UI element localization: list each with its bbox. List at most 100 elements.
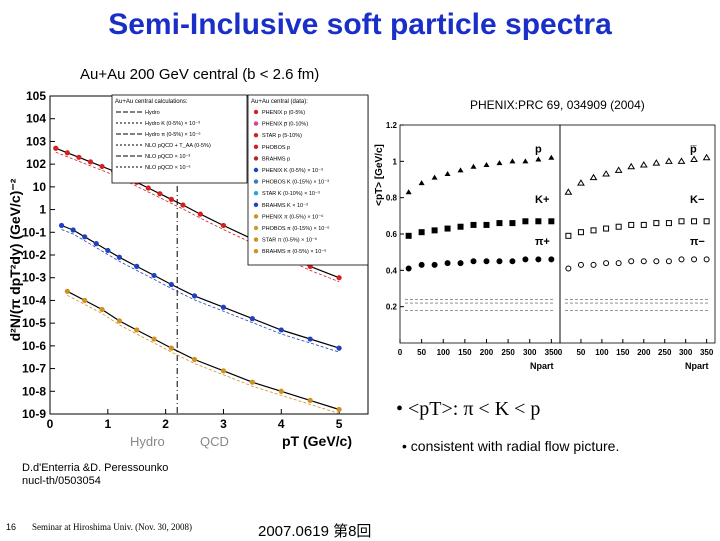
pion-point [615,260,622,267]
pion-point [565,265,572,272]
pion-point [691,256,698,263]
y-tick-label: 10 [33,180,47,194]
legend-marker [253,202,259,207]
x-tick-label: 0 [558,348,563,357]
data-point [82,297,88,304]
data-point [168,196,175,202]
legend-item: PHENIX π (0-5%) × 10⁻⁶ [262,213,323,220]
kaon-point [703,218,710,225]
proton-point [677,157,686,164]
pion-point [483,258,490,265]
data-point [116,318,122,324]
species-label: K− [690,194,704,206]
pion-point [665,258,672,265]
data-point [180,202,186,208]
x-axis-label: Npart [685,361,709,371]
legend-marker [253,121,259,126]
pion-point [509,258,516,265]
kaon-point [444,225,451,232]
data-point [87,159,94,165]
qcd-label: QCD [200,434,229,449]
kaon-point [678,218,685,225]
footnote-citation: D.d'Enterria &D. Peressounko nucl-th/050… [22,462,168,488]
proton-point [652,159,661,166]
pion-point [418,261,425,268]
legend-item: PHENIX p̅ (0-10%) [262,122,308,128]
legend-marker [253,156,259,161]
species-label: π+ [535,236,550,248]
legend-item: PHENIX p (0-5%) [262,110,305,116]
legend-marker [253,237,259,242]
data-point [168,281,175,288]
kaon-point [431,227,438,234]
pion-point [628,258,635,265]
mean-pt-chart: 0 50 100 150 200 250 300 350 Npart p K+ π+ 0 50 100 150… [374,121,716,371]
slide-title: Semi-Inclusive soft particle spectra [108,8,612,41]
legend-item: BRAHMS p [262,156,290,162]
proton-point [535,156,542,162]
legend-item: Hydro π (0-5%) × 10⁻⁶ [145,131,201,138]
proton-point [431,174,438,180]
x-tick-label: 0 [398,348,403,357]
proton-point [509,158,516,164]
pion-point [470,258,477,265]
pion-point [535,256,542,263]
proton-point [602,170,610,177]
legend-item: NLO pQCD + T_AA (0-5%) [145,143,211,149]
legend-item: PHOBOS π (0-15%) × 10⁻⁶ [262,225,330,232]
data-point [70,227,76,233]
x-tick-label: 250 [501,348,515,357]
proton-point [470,163,477,169]
y-tick-label: 102 [26,157,46,171]
data-point [99,306,105,313]
kaon-point [418,229,425,236]
pion-point [522,256,529,263]
y-tick-label: 104 [26,112,46,126]
legend-item: PHOBOS p [262,145,290,151]
y-tick-label: 10-2 [22,248,46,262]
legend-item: STAR K (0-10%) × 10⁻³ [262,191,320,197]
legend-item: PHENIX K (0-5%) × 10⁻³ [262,168,323,174]
slide-subtitle: Au+Au 200 GeV central (b < 2.6 fm) [80,66,320,83]
y-axis-label: <pT> [GeV/c] [374,144,385,206]
kaon-point [691,218,698,225]
pion-point [603,260,610,267]
data-point [307,336,313,342]
x-tick-label: 1 [104,417,111,431]
spectra-chart: 10510410310210110-110-210-310-410-510-61… [7,90,369,449]
data-point [58,222,65,229]
y-tick-label: 1 [393,157,398,166]
data-point [145,185,151,191]
y-tick-label: 105 [26,90,46,103]
pion-point [496,258,503,265]
proton-point [627,162,636,170]
legend-marker [253,179,259,184]
y-tick-label: 0.4 [386,266,398,275]
y-tick-label: 0.6 [386,230,398,239]
legend-item: BRAHMS K × 10⁻³ [262,203,308,209]
data-point [53,145,59,151]
proton-point [405,189,412,195]
footnote-authors: D.d'Enterria &D. Peressounko [22,462,169,474]
legend-marker [253,249,259,254]
proton-point [639,160,648,168]
seminar-label: Seminar at Hiroshima Univ. (Nov. 30, 200… [32,522,193,532]
legend-item: STAR p (5-10%) [262,133,302,139]
legend-item: BRAHMS π (0-5%) × 10⁻⁶ [262,248,326,255]
y-tick-label: 10-7 [22,362,46,376]
kaon-point [548,218,555,225]
kaon-point [496,220,503,227]
species-label: p [535,143,542,155]
data-point [64,150,70,156]
legend-marker [253,191,259,196]
y-tick-label: 10-4 [22,293,46,307]
date-label: 2007.0619 第8回 [258,523,372,540]
data-point [116,254,122,260]
x-tick-label: 100 [595,348,609,357]
x-tick-label: 200 [637,348,651,357]
data-point [307,397,313,403]
proton-point [614,166,623,173]
x-axis-label: pT (GeV/c) [282,433,352,449]
proton-point [444,171,451,177]
species-label: K+ [535,194,549,206]
